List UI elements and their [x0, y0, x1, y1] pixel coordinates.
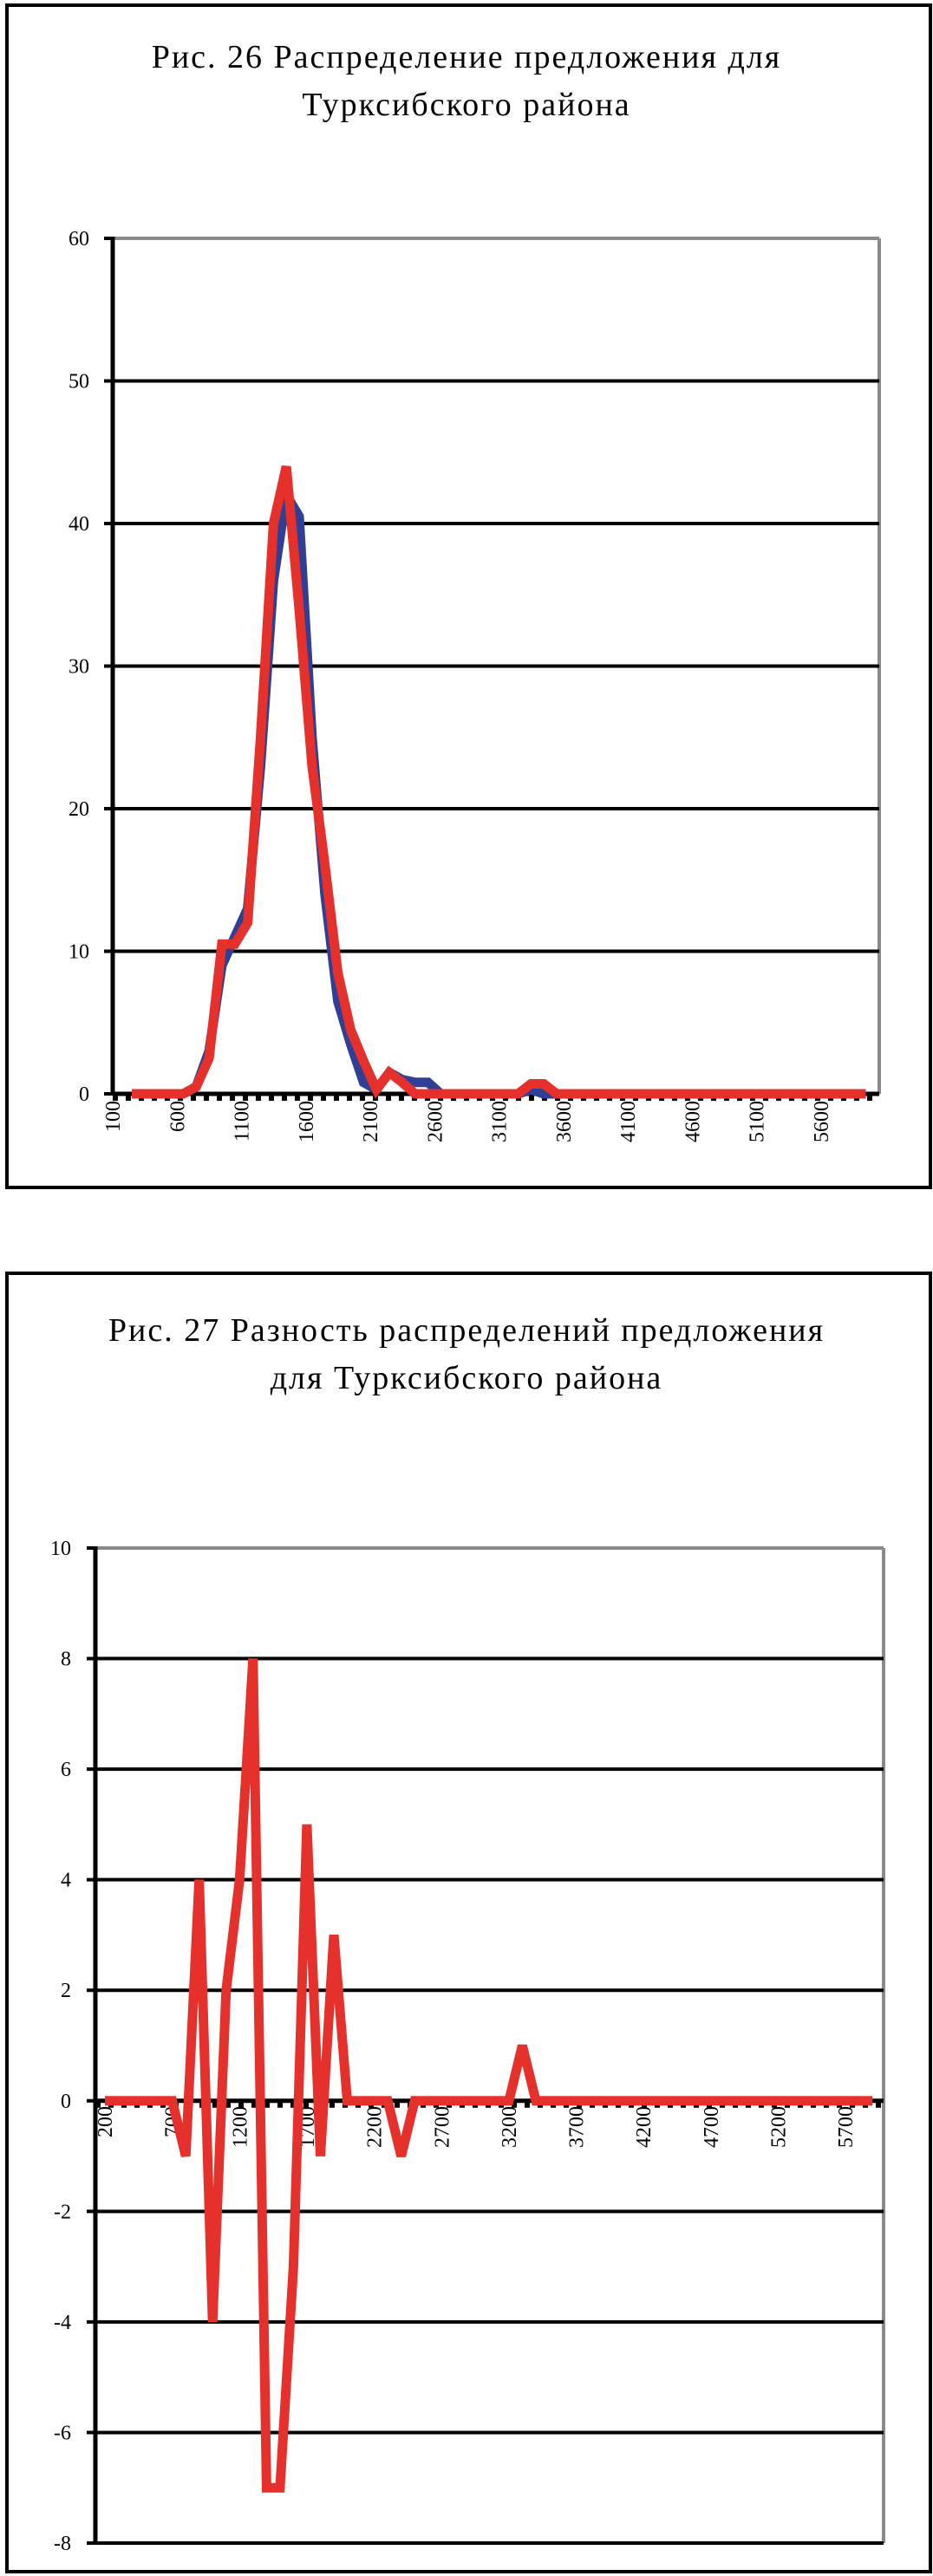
y-tick-label: 30	[69, 656, 89, 679]
x-tick-label: 1200	[229, 2106, 251, 2148]
figure-27-frame	[5, 1272, 932, 2573]
y-tick-label: 20	[69, 798, 89, 821]
x-tick-label: 600	[166, 1101, 189, 1132]
chart-title-27-line1: Рис. 27 Разность распределений предложен…	[108, 1312, 825, 1349]
x-tick-label: 5600	[811, 1101, 833, 1142]
x-tick-label: 3600	[553, 1101, 576, 1142]
series-line-red	[132, 465, 866, 1099]
x-tick-label: 4100	[617, 1101, 640, 1142]
figure-26-frame	[5, 3, 932, 1189]
x-tick-label: 100	[102, 1101, 125, 1132]
x-tick-label: 5200	[768, 2106, 791, 2148]
x-tick-label: 4200	[633, 2106, 656, 2148]
x-tick-label: 5100	[747, 1101, 769, 1142]
y-tick-label: -6	[54, 2422, 71, 2444]
x-tick-label: 3700	[566, 2106, 589, 2148]
y-tick-label: -4	[54, 2312, 71, 2334]
y-tick-label: 0	[79, 1083, 89, 1106]
x-tick-label: 2700	[431, 2106, 453, 2148]
y-tick-label: 10	[50, 1538, 71, 1560]
y-tick-label: 10	[69, 941, 89, 964]
y-tick-label: -8	[54, 2533, 71, 2555]
x-tick-label: 200	[95, 2106, 117, 2137]
x-tick-label: 3200	[499, 2106, 521, 2148]
x-tick-label: 4600	[682, 1101, 704, 1142]
x-tick-label: 2200	[364, 2106, 387, 2148]
x-tick-label: 4700	[701, 2106, 723, 2148]
series-line-blue	[132, 481, 866, 1099]
y-tick-label: -2	[54, 2201, 71, 2223]
series-line-difference	[105, 1658, 873, 2493]
x-tick-label: 3100	[489, 1101, 512, 1142]
chart-title-26-line2: Турксибского района	[302, 87, 631, 123]
x-tick-label: 2600	[424, 1101, 447, 1142]
chart-title-27-line2: для Турксибского района	[270, 1360, 663, 1396]
y-tick-label: 40	[69, 513, 89, 536]
x-tick-label: 1100	[232, 1101, 254, 1142]
x-tick-label: 1600	[296, 1101, 318, 1142]
y-tick-label: 2	[61, 1980, 71, 2002]
x-tick-label: 5700	[835, 2106, 858, 2148]
x-tick-label: 2100	[360, 1101, 382, 1142]
chart-title-26-line1: Рис. 26 Распределение предложения для	[151, 39, 782, 75]
y-tick-label: 60	[69, 228, 89, 250]
y-tick-label: 50	[69, 371, 89, 394]
y-tick-label: 0	[61, 2091, 71, 2113]
y-tick-label: 8	[61, 1649, 71, 1671]
y-tick-label: 6	[61, 1759, 71, 1781]
y-tick-label: 4	[61, 1870, 71, 1892]
